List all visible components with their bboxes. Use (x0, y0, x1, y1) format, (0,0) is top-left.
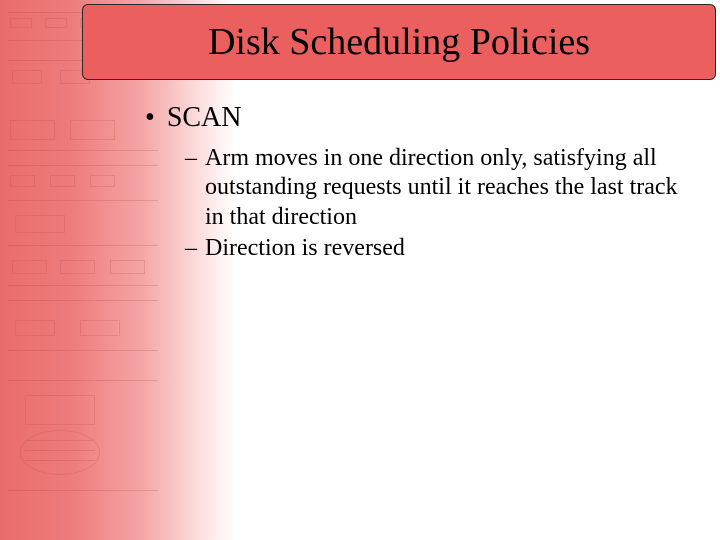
title-bar: Disk Scheduling Policies (82, 4, 716, 80)
bullet-item: • SCAN (145, 102, 685, 134)
sub-bullet-marker: – (185, 144, 197, 173)
sub-bullet-list: – Arm moves in one direction only, satis… (185, 144, 685, 263)
sub-bullet-text: Arm moves in one direction only, satisfy… (205, 144, 685, 232)
sub-bullet-item: – Direction is reversed (185, 234, 685, 263)
sub-bullet-item: – Arm moves in one direction only, satis… (185, 144, 685, 232)
slide-title: Disk Scheduling Policies (208, 20, 590, 64)
bullet-label: SCAN (167, 102, 242, 134)
sub-bullet-marker: – (185, 234, 197, 263)
bullet-marker: • (145, 104, 155, 132)
sub-bullet-text: Direction is reversed (205, 234, 405, 263)
sidebar-diagram-pattern (0, 0, 180, 540)
slide-body: • SCAN – Arm moves in one direction only… (145, 102, 685, 265)
